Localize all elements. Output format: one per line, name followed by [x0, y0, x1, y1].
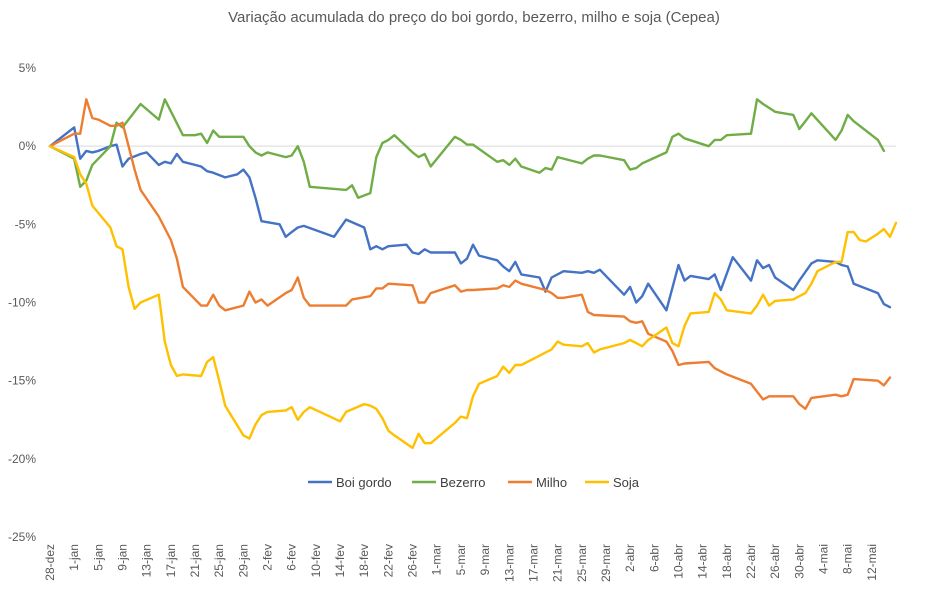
x-tick-label: 1-jan — [67, 544, 81, 571]
x-tick-label: 10-abr — [671, 544, 685, 579]
y-tick-label: 0% — [19, 139, 37, 153]
y-tick-label: -15% — [8, 374, 36, 388]
x-tick-label: 29-mar — [599, 544, 613, 582]
series-lines — [48, 98, 898, 450]
x-axis: 28-dez 1-jan 5-jan 9-jan 13-jan 17-jan 21-jan 2… — [43, 544, 879, 582]
x-tick-label: 1-mar — [430, 544, 444, 575]
x-tick-label: 21-jan — [188, 544, 202, 577]
x-tick-label: 18-abr — [720, 544, 734, 579]
x-tick-label: 8-mai — [841, 544, 855, 574]
x-tick-label: 18-fev — [357, 544, 371, 577]
x-tick-label: 29-jan — [236, 544, 250, 577]
x-tick-label: 28-dez — [43, 544, 57, 581]
x-tick-label: 4-mai — [816, 544, 830, 574]
x-tick-label: 9-mar — [478, 544, 492, 575]
x-tick-label: 30-abr — [792, 544, 806, 579]
x-tick-label: 26-abr — [768, 544, 782, 579]
x-tick-label: 5-mar — [454, 544, 468, 575]
x-tick-label: 17-jan — [164, 544, 178, 577]
x-tick-label: 6-abr — [647, 544, 661, 572]
y-axis: 5% 0% -5% -10% -15% -20% -25% — [8, 61, 896, 544]
x-tick-label: 25-mar — [575, 544, 589, 582]
x-tick-label: 2-fev — [261, 544, 275, 571]
y-tick-label: -25% — [8, 530, 36, 544]
chart-title: Variação acumulada do preço do boi gordo… — [228, 9, 720, 26]
series-line-soja — [48, 145, 898, 450]
legend-label-boi-gordo: Boi gordo — [336, 475, 392, 490]
y-tick-label: -10% — [8, 296, 36, 310]
x-tick-label: 13-jan — [140, 544, 154, 577]
y-tick-label: 5% — [19, 61, 37, 75]
series-line-bezerro — [48, 98, 886, 199]
legend-label-soja: Soja — [613, 475, 640, 490]
x-tick-label: 26-fev — [406, 544, 420, 577]
x-tick-label: 2-abr — [623, 544, 637, 572]
x-tick-label: 25-jan — [212, 544, 226, 577]
x-tick-label: 14-fev — [333, 544, 347, 577]
x-tick-label: 12-mai — [865, 544, 879, 581]
series-line-boi-gordo — [48, 126, 892, 312]
y-tick-label: -20% — [8, 452, 36, 466]
x-tick-label: 17-mar — [526, 544, 540, 582]
x-tick-label: 10-fev — [309, 544, 323, 577]
x-tick-label: 5-jan — [91, 544, 105, 571]
x-tick-label: 22-abr — [744, 544, 758, 579]
legend: Boi gordo Bezerro Milho Soja — [308, 475, 640, 490]
x-tick-label: 6-fev — [285, 544, 299, 571]
x-tick-label: 9-jan — [116, 544, 130, 571]
x-tick-label: 13-mar — [502, 544, 516, 582]
legend-label-bezerro: Bezerro — [440, 475, 486, 490]
x-tick-label: 22-fev — [381, 544, 395, 577]
legend-label-milho: Milho — [536, 475, 567, 490]
y-tick-label: -5% — [15, 217, 37, 231]
x-tick-label: 14-abr — [696, 544, 710, 579]
series-line-milho — [48, 98, 892, 410]
x-tick-label: 21-mar — [551, 544, 565, 582]
